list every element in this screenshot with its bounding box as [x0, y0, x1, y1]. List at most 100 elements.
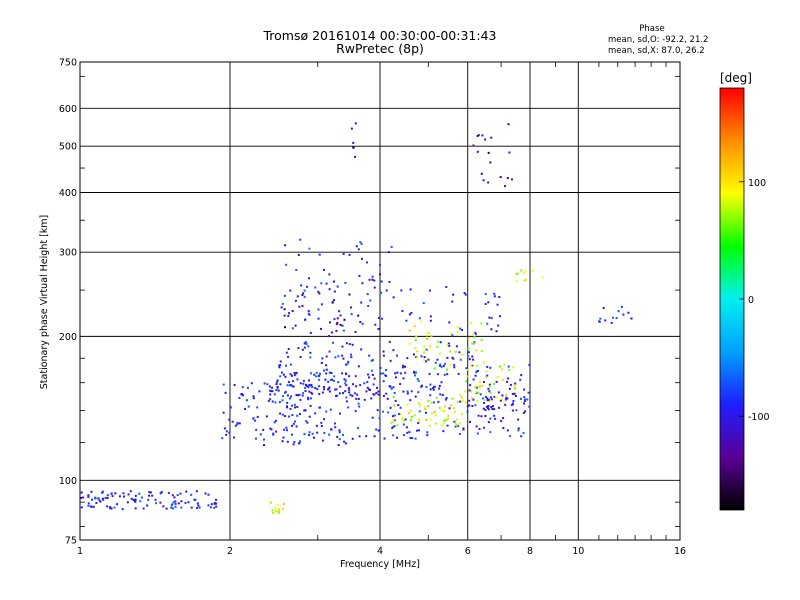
- y-tick-label: 400: [59, 188, 77, 199]
- data-point: [447, 414, 450, 417]
- data-point: [174, 500, 177, 503]
- data-point: [149, 491, 152, 494]
- data-point: [291, 385, 294, 388]
- data-point: [295, 371, 298, 374]
- data-point: [471, 355, 474, 358]
- data-point: [452, 357, 455, 360]
- data-point: [388, 385, 391, 388]
- data-point: [524, 278, 527, 281]
- data-point: [409, 399, 412, 402]
- data-point: [456, 424, 459, 427]
- data-point: [372, 383, 375, 386]
- data-point: [347, 406, 350, 409]
- data-point: [309, 404, 312, 407]
- data-point: [501, 379, 504, 382]
- y-axis-ticks: 75 100 200 300 400 500 600 750: [59, 58, 680, 547]
- data-point: [501, 394, 504, 397]
- data-point: [269, 393, 272, 396]
- data-point: [293, 372, 296, 375]
- data-point: [429, 345, 432, 348]
- data-point: [314, 412, 317, 415]
- data-point: [397, 404, 400, 407]
- data-point: [337, 355, 340, 358]
- data-point: [282, 507, 285, 510]
- data-point: [299, 398, 302, 401]
- data-point: [412, 353, 415, 356]
- data-point: [394, 399, 397, 402]
- data-point: [482, 397, 485, 400]
- data-point: [414, 347, 417, 350]
- data-point: [271, 509, 274, 512]
- data-point: [358, 405, 361, 408]
- data-point: [410, 390, 413, 393]
- data-point: [87, 502, 90, 505]
- data-point: [185, 490, 188, 493]
- data-point: [287, 348, 290, 351]
- data-point: [399, 413, 402, 416]
- data-point: [474, 333, 477, 336]
- data-point: [429, 319, 432, 322]
- data-point: [110, 492, 113, 495]
- data-point: [406, 357, 409, 360]
- data-point: [82, 496, 85, 499]
- data-point: [327, 387, 330, 390]
- data-point: [306, 421, 309, 424]
- data-point: [466, 375, 469, 378]
- data-point: [428, 289, 431, 292]
- data-point: [307, 345, 310, 348]
- data-point: [304, 318, 307, 321]
- data-point: [291, 424, 294, 427]
- data-point: [486, 407, 489, 410]
- data-point: [348, 391, 351, 394]
- data-point: [196, 502, 199, 505]
- data-point: [617, 310, 620, 313]
- data-point: [472, 144, 475, 147]
- data-point: [486, 374, 489, 377]
- data-point: [406, 403, 409, 406]
- data-point: [440, 381, 443, 384]
- data-point: [305, 420, 308, 423]
- data-point: [479, 393, 482, 396]
- data-point: [335, 388, 338, 391]
- data-point: [392, 349, 395, 352]
- x-axis-label: Frequency [MHz]: [340, 559, 420, 570]
- data-point: [87, 494, 90, 497]
- data-point: [101, 497, 104, 500]
- data-point: [459, 394, 462, 397]
- data-point: [382, 372, 385, 375]
- data-point: [222, 383, 225, 386]
- data-point: [436, 358, 439, 361]
- data-point: [320, 303, 323, 306]
- data-point: [244, 408, 247, 411]
- data-point: [391, 415, 394, 418]
- data-point: [506, 429, 509, 432]
- data-point: [328, 433, 331, 436]
- data-point: [449, 404, 452, 407]
- x-tick-label: 6: [465, 546, 471, 557]
- data-point: [348, 293, 351, 296]
- data-point: [472, 378, 475, 381]
- data-point: [299, 382, 302, 385]
- data-point: [104, 496, 107, 499]
- data-point: [486, 397, 489, 400]
- data-point: [363, 398, 366, 401]
- data-point: [245, 399, 248, 402]
- data-point: [390, 245, 393, 248]
- data-point: [494, 417, 497, 420]
- data-point: [507, 365, 510, 368]
- data-point: [464, 293, 467, 296]
- data-point: [428, 372, 431, 375]
- data-point: [328, 288, 331, 291]
- data-point: [241, 386, 244, 389]
- data-point: [354, 375, 357, 378]
- data-point: [393, 414, 396, 417]
- data-point: [236, 421, 239, 424]
- data-point: [357, 402, 360, 405]
- data-point: [408, 329, 411, 332]
- grid-lines: [80, 62, 680, 540]
- data-point: [283, 326, 286, 329]
- data-point: [308, 390, 311, 393]
- data-point: [424, 407, 427, 410]
- data-point: [439, 363, 442, 366]
- data-point: [344, 390, 347, 393]
